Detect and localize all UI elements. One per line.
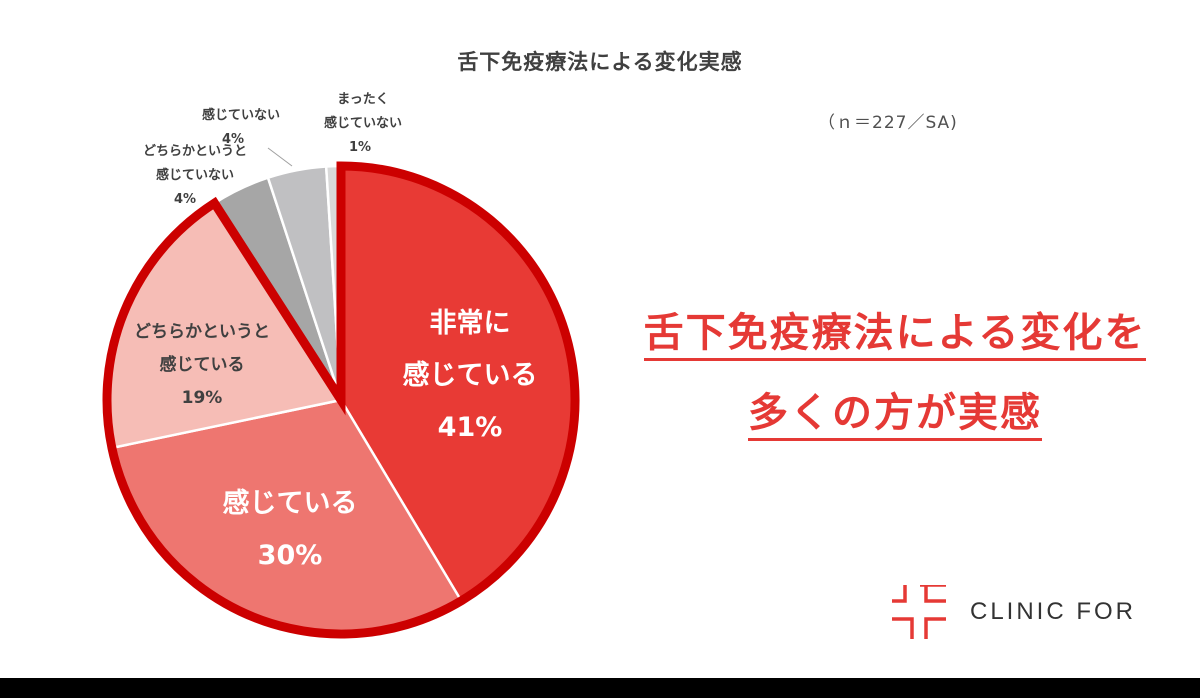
bottom-bar	[0, 678, 1200, 698]
slice-label-not: 感じていない 4%	[201, 108, 280, 147]
clinic-for-logo: CLINIC FOR	[892, 585, 1136, 639]
slice-label-rather-no: どちらかというと 感じていない 4%	[142, 144, 247, 207]
slice-label-rather-yes: どちらかというと 感じている 19%	[134, 322, 270, 408]
logo-text: CLINIC FOR	[970, 598, 1137, 625]
headline-line2: 多くの方が実感	[560, 380, 1200, 441]
slice-label-somewhat: 感じている 30%	[222, 488, 358, 571]
highlight-outline	[102, 161, 580, 639]
slice-label-not-at-all: まったく 感じていない 1%	[323, 92, 402, 155]
cross-logo-icon	[892, 585, 946, 639]
chart-title: 舌下免疫療法による変化実感	[457, 50, 743, 74]
headline-line1: 舌下免疫療法による変化を	[560, 300, 1200, 361]
slice-label-very-much: 非常に 感じている 41%	[402, 308, 538, 443]
leader-line	[267, 147, 293, 167]
pie-slices	[105, 164, 577, 636]
sample-size-note: （ｎ＝227／SA)	[818, 113, 958, 133]
